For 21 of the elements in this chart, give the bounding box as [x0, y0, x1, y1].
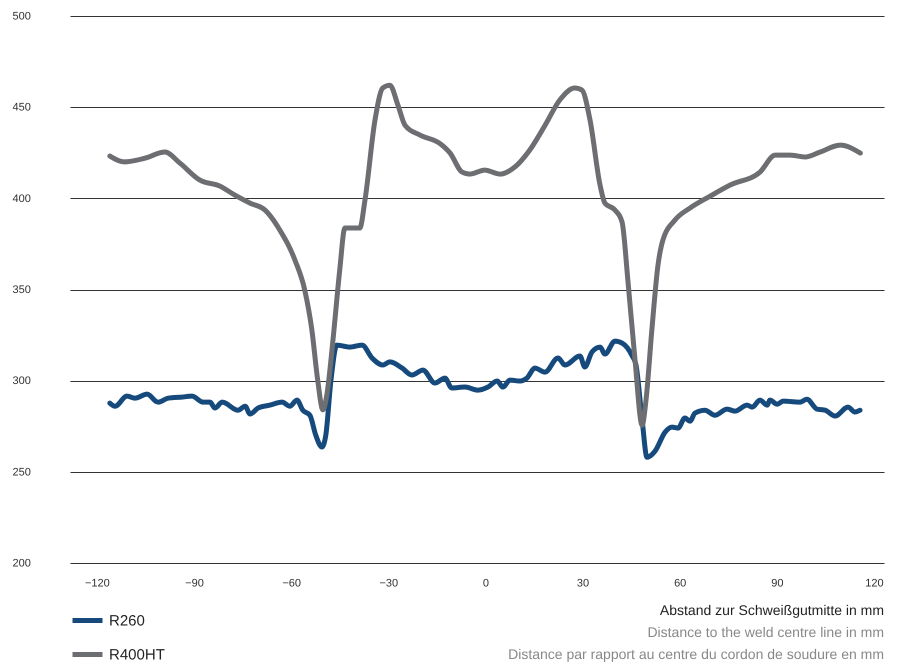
x-tick-label: 30 [576, 578, 590, 590]
x-tick-label: 120 [865, 578, 884, 590]
legend-label: R400HT [109, 646, 165, 664]
x-tick-label: −30 [379, 578, 398, 590]
text: Distance to the weld centre line in mm [647, 624, 884, 640]
y-tick-label: 350 [12, 284, 31, 296]
y-tick-label: 200 [12, 558, 31, 570]
x-tick-label: 60 [674, 578, 686, 590]
x-axis-title: Abstand zur Schweißgutmitte in mm [660, 602, 884, 618]
x-tick-label: −90 [185, 578, 204, 590]
y-tick-label: 400 [12, 192, 31, 205]
y-tick-label: 450 [12, 102, 31, 114]
x-tick-label: −120 [84, 578, 110, 590]
x-tick-label: −60 [282, 578, 301, 590]
legend-label: R260 [109, 612, 145, 630]
x-tick-label: 0 [482, 578, 489, 590]
text: Distance par rapport au centre du cordon de soudure en mm [508, 646, 884, 662]
y-tick-label: 500 [12, 10, 31, 22]
y-tick-label: 300 [12, 375, 31, 388]
y-tick-label: 250 [12, 466, 31, 478]
x-tick-label: 90 [771, 578, 784, 590]
